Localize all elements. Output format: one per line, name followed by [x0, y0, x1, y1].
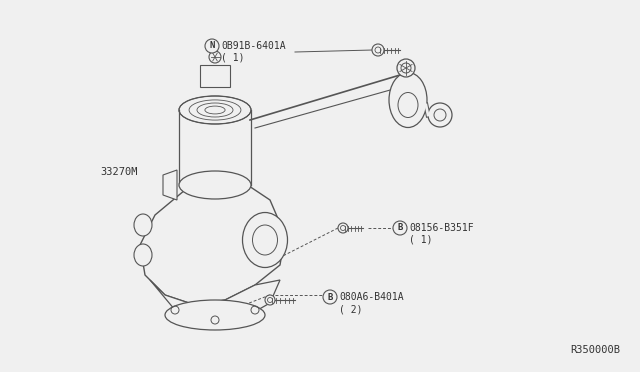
Text: N: N: [209, 42, 214, 51]
Ellipse shape: [134, 244, 152, 266]
Text: 080A6-B401A: 080A6-B401A: [339, 292, 404, 302]
Circle shape: [205, 39, 219, 53]
Ellipse shape: [179, 171, 251, 199]
Ellipse shape: [243, 212, 287, 267]
Polygon shape: [140, 180, 285, 305]
Text: B: B: [327, 292, 333, 301]
Text: 08156-B351F: 08156-B351F: [409, 223, 474, 233]
Circle shape: [393, 221, 407, 235]
Ellipse shape: [165, 300, 265, 330]
Ellipse shape: [389, 73, 427, 128]
Circle shape: [323, 290, 337, 304]
Ellipse shape: [134, 214, 152, 236]
Ellipse shape: [179, 96, 251, 124]
Text: 0B91B-6401A: 0B91B-6401A: [221, 41, 285, 51]
Polygon shape: [163, 170, 177, 200]
Circle shape: [265, 295, 275, 305]
Text: ( 2): ( 2): [339, 304, 362, 314]
Polygon shape: [150, 280, 280, 325]
Circle shape: [338, 223, 348, 233]
Text: B: B: [397, 224, 403, 232]
Text: R350000B: R350000B: [570, 345, 620, 355]
Text: ( 1): ( 1): [409, 235, 433, 245]
FancyBboxPatch shape: [200, 65, 230, 87]
Text: ( 1): ( 1): [221, 53, 244, 63]
Circle shape: [209, 51, 221, 63]
Circle shape: [397, 59, 415, 77]
Circle shape: [428, 103, 452, 127]
Text: 33270M: 33270M: [100, 167, 138, 177]
Circle shape: [372, 44, 384, 56]
